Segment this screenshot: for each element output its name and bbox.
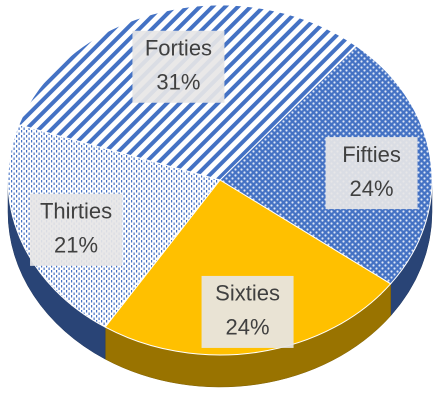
label-box <box>201 275 294 348</box>
label-box <box>132 30 225 103</box>
slice-value-label: 31% <box>156 70 200 95</box>
slice-label: Thirties <box>40 199 112 224</box>
slice-value-label: 21% <box>54 233 98 258</box>
label-box <box>325 137 418 210</box>
slice <box>104 179 392 356</box>
slice-label: Fifties <box>342 142 401 167</box>
slice-value-label: 24% <box>226 315 270 340</box>
slice-label: Sixties <box>215 281 280 306</box>
label-box <box>30 193 123 266</box>
slice-value-label: 24% <box>350 176 394 201</box>
slice-label: Forties <box>145 36 212 61</box>
